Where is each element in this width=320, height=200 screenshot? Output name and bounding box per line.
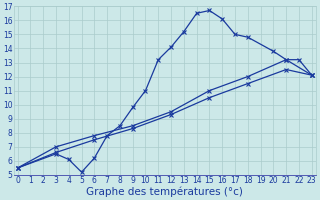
X-axis label: Graphe des températures (°c): Graphe des températures (°c) <box>86 187 243 197</box>
